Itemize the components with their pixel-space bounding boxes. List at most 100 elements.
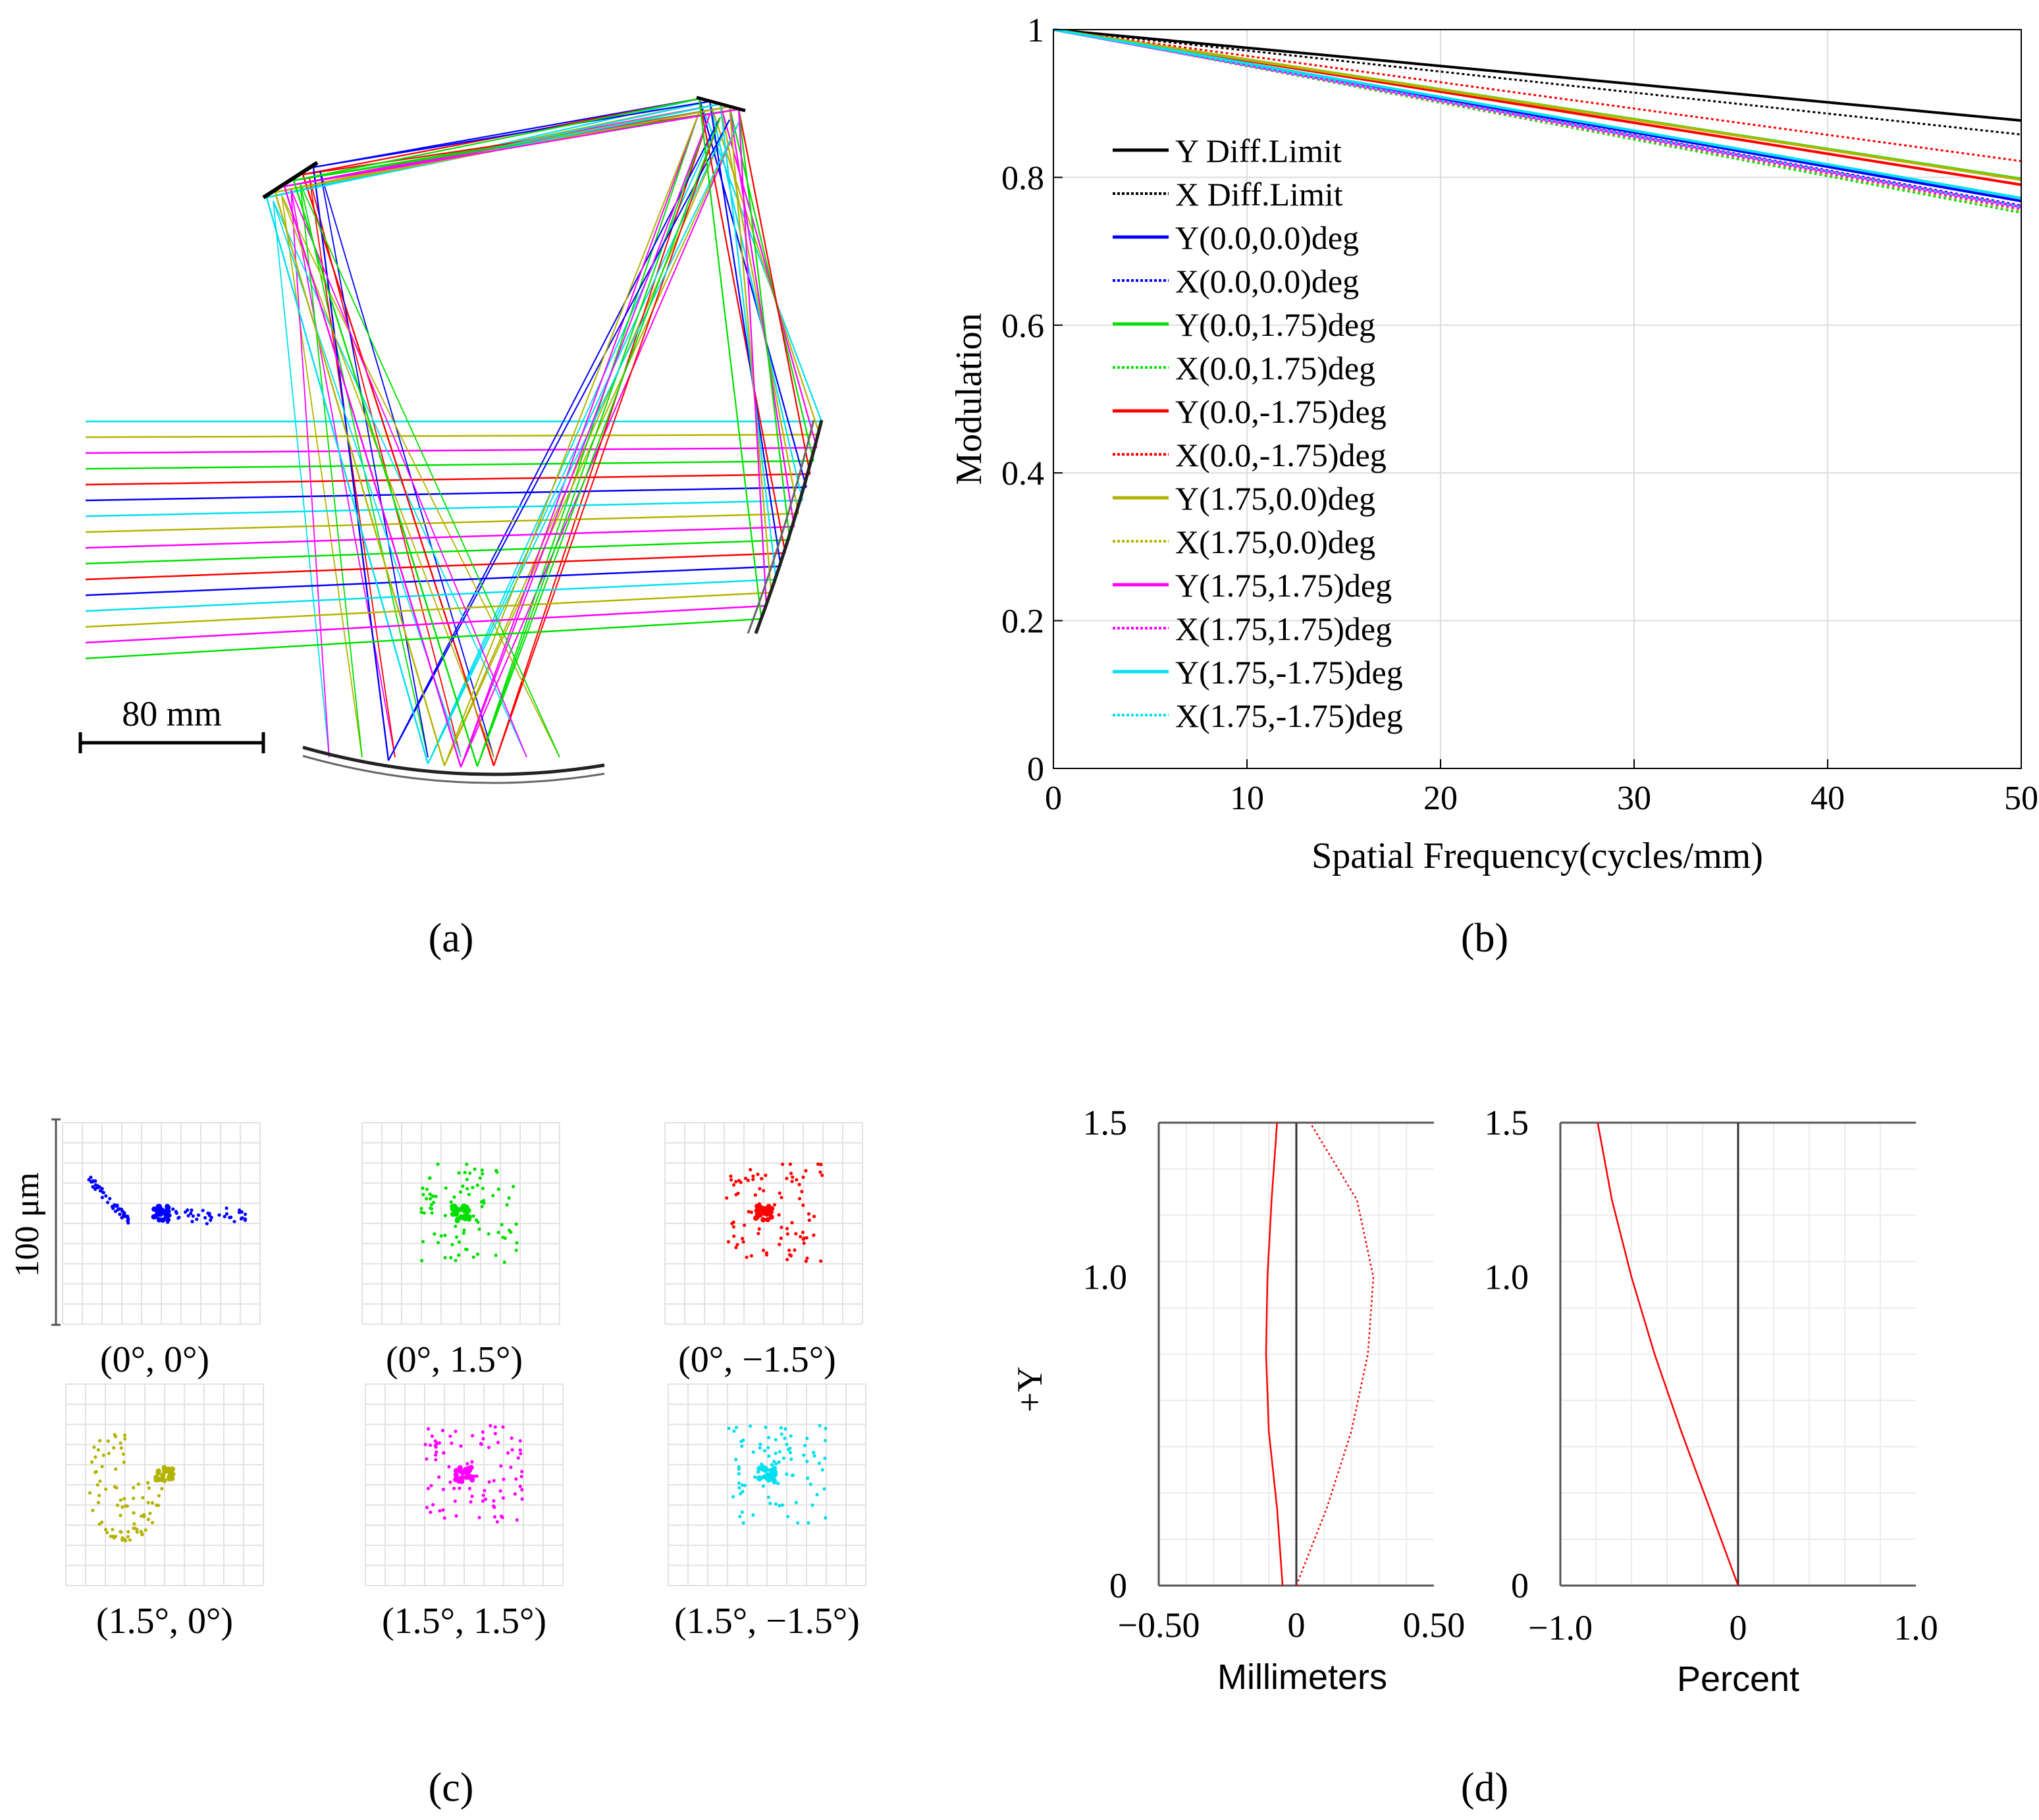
spot-point xyxy=(496,1441,500,1445)
spot-point xyxy=(796,1521,800,1525)
spot-grid: (0°, 0°) (0°, 1.5°) (0°, −1.5°) (1.5°, 0°) (… xyxy=(62,1122,866,1642)
top-mirror xyxy=(696,95,746,113)
spot-point xyxy=(774,1462,778,1466)
ray-to-top xyxy=(719,103,818,448)
panel-d-label: (d) xyxy=(1461,1765,1508,1810)
spot-point xyxy=(492,1499,496,1503)
ray-to-bottom xyxy=(283,186,462,768)
spot-point xyxy=(785,1472,789,1476)
field-curve xyxy=(1265,1122,1284,1586)
ray-return xyxy=(388,119,730,761)
spot-point xyxy=(519,1474,523,1478)
spot-point xyxy=(467,1192,471,1196)
spot-point xyxy=(801,1175,805,1179)
spot-point xyxy=(785,1258,789,1262)
spot-point xyxy=(788,1447,792,1451)
spot-point xyxy=(427,1427,431,1431)
ray-to-top xyxy=(728,106,814,462)
spot-core-point xyxy=(756,1211,762,1217)
spot-point xyxy=(513,1492,517,1496)
spot-point xyxy=(777,1460,781,1464)
x-tick-label: 20 xyxy=(1423,780,1458,817)
spot-point xyxy=(94,1470,98,1474)
spot-point xyxy=(429,1443,433,1447)
legend-label: Y(0.0,0.0)deg xyxy=(1175,219,1359,256)
spot-point xyxy=(741,1438,745,1442)
spot-point xyxy=(243,1212,248,1216)
spot-diagram xyxy=(664,1122,863,1325)
spot-point xyxy=(734,1245,738,1250)
spot-point xyxy=(805,1256,809,1260)
spot-diagram xyxy=(361,1122,560,1325)
spot-point xyxy=(240,1216,244,1220)
legend-label: Y(1.75,0.0)deg xyxy=(1175,480,1375,517)
spot-point xyxy=(805,1459,809,1463)
spot-point xyxy=(751,1174,755,1178)
spot-point xyxy=(520,1487,524,1491)
spot-point xyxy=(421,1192,425,1196)
spot-point xyxy=(126,1218,130,1222)
spot-point xyxy=(126,1530,130,1534)
spot-point xyxy=(126,1214,130,1218)
spot-label: (1.5°, 0°) xyxy=(96,1601,233,1642)
spot-point xyxy=(113,1210,118,1214)
spot-point xyxy=(434,1445,438,1449)
spot-point xyxy=(135,1530,139,1534)
scale-bar-label: 80 mm xyxy=(122,694,222,734)
spot-point xyxy=(506,1451,510,1455)
spot-point xyxy=(92,1445,96,1449)
spot-point xyxy=(160,1487,164,1491)
spot-point xyxy=(449,1256,453,1260)
spot-point xyxy=(450,1441,454,1445)
panel-b-label: (b) xyxy=(1461,916,1508,961)
spot-point xyxy=(764,1173,768,1177)
spot-point xyxy=(786,1514,790,1518)
spot-point xyxy=(146,1481,150,1485)
spot-point xyxy=(767,1435,771,1439)
mtf-series-line xyxy=(1053,28,2022,181)
field-x-tick-label: −1.0 xyxy=(1528,1608,1593,1647)
spot-core-point xyxy=(468,1464,474,1470)
spot-point xyxy=(793,1248,797,1252)
spot-point xyxy=(223,1214,226,1219)
spot-point xyxy=(812,1233,816,1237)
spot-point xyxy=(824,1426,828,1430)
spot-point xyxy=(812,1214,816,1218)
incoming-ray xyxy=(85,565,781,597)
legend-label: Y(1.75,1.75)deg xyxy=(1175,567,1392,604)
spot-point xyxy=(436,1162,440,1166)
spot-point xyxy=(119,1441,122,1445)
ray-to-bottom xyxy=(274,192,446,766)
spot-point xyxy=(453,1499,457,1503)
spot-point xyxy=(471,1433,475,1437)
spot-point xyxy=(749,1254,753,1258)
spot-point xyxy=(777,1213,781,1217)
spot-point xyxy=(804,1169,808,1173)
spot-core-point xyxy=(156,1476,162,1482)
spot-core-point xyxy=(766,1204,772,1210)
spot-core-point xyxy=(165,1204,171,1210)
spot-point xyxy=(123,1437,127,1441)
spot-point xyxy=(768,1501,772,1505)
spot-point xyxy=(140,1514,144,1518)
spot-point xyxy=(760,1177,764,1181)
spot-point xyxy=(758,1446,762,1450)
spot-point xyxy=(120,1505,124,1509)
ray-to-top xyxy=(728,106,795,527)
spot-point xyxy=(426,1486,431,1491)
spot-point xyxy=(482,1201,486,1205)
spot-point xyxy=(115,1485,119,1489)
spot-point xyxy=(115,1203,119,1208)
spot-point xyxy=(789,1254,793,1258)
spot-point xyxy=(472,1474,476,1478)
spot-point xyxy=(776,1482,780,1485)
spot-point xyxy=(225,1206,228,1210)
mtf-xlabel: Spatial Frequency(cycles/mm) xyxy=(1311,836,1763,876)
spot-point xyxy=(471,1185,475,1190)
spot-point xyxy=(118,1207,122,1211)
spot-point xyxy=(819,1162,823,1167)
spot-point xyxy=(457,1240,462,1244)
spot-point xyxy=(478,1176,482,1180)
spot-point xyxy=(824,1516,828,1520)
spot-point xyxy=(481,1172,485,1176)
